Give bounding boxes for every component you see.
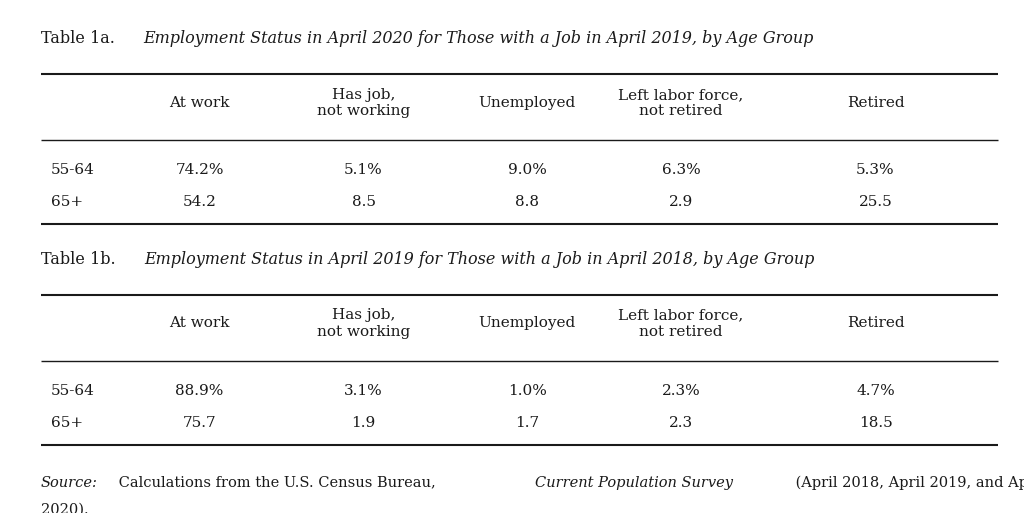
Text: Current Population Survey: Current Population Survey [536,476,733,490]
Text: 65+: 65+ [51,416,83,430]
Text: 75.7: 75.7 [183,416,216,430]
Text: At work: At work [169,96,230,110]
Text: Left labor force,
not retired: Left labor force, not retired [618,88,743,118]
Text: (April 2018, April 2019, and April: (April 2018, April 2019, and April [791,476,1024,490]
Text: 1.7: 1.7 [515,416,540,430]
Text: 4.7%: 4.7% [856,384,895,398]
Text: Calculations from the U.S. Census Bureau,: Calculations from the U.S. Census Bureau… [115,476,440,490]
Text: 8.5: 8.5 [351,195,376,209]
Text: 25.5: 25.5 [859,195,892,209]
Text: Has job,
not working: Has job, not working [316,88,411,118]
Text: 1.0%: 1.0% [508,384,547,398]
Text: Unemployed: Unemployed [479,96,575,110]
Text: Employment Status in April 2019 for Those with a Job in April 2018, by Age Group: Employment Status in April 2019 for Thos… [143,251,814,268]
Text: 54.2: 54.2 [182,195,217,209]
Text: Retired: Retired [847,96,904,110]
Text: Has job,
not working: Has job, not working [316,308,411,339]
Text: 88.9%: 88.9% [175,384,224,398]
Text: 2.3%: 2.3% [662,384,700,398]
Text: At work: At work [169,317,230,330]
Text: Table 1a.: Table 1a. [41,30,120,47]
Text: 9.0%: 9.0% [508,163,547,177]
Text: 2.3: 2.3 [669,416,693,430]
Text: 5.3%: 5.3% [856,163,895,177]
Text: 8.8: 8.8 [515,195,540,209]
Text: Retired: Retired [847,317,904,330]
Text: 5.1%: 5.1% [344,163,383,177]
Text: 18.5: 18.5 [859,416,892,430]
Text: Table 1b.: Table 1b. [41,251,121,268]
Text: 1.9: 1.9 [351,416,376,430]
Text: Source:: Source: [41,476,98,490]
Text: 74.2%: 74.2% [175,163,224,177]
Text: 55-64: 55-64 [51,163,95,177]
Text: 2.9: 2.9 [669,195,693,209]
Text: 65+: 65+ [51,195,83,209]
Text: 6.3%: 6.3% [662,163,700,177]
Text: 2020).: 2020). [41,502,89,513]
Text: 3.1%: 3.1% [344,384,383,398]
Text: Left labor force,
not retired: Left labor force, not retired [618,308,743,339]
Text: Unemployed: Unemployed [479,317,575,330]
Text: 55-64: 55-64 [51,384,95,398]
Text: Employment Status in April 2020 for Those with a Job in April 2019, by Age Group: Employment Status in April 2020 for Thos… [143,30,813,47]
